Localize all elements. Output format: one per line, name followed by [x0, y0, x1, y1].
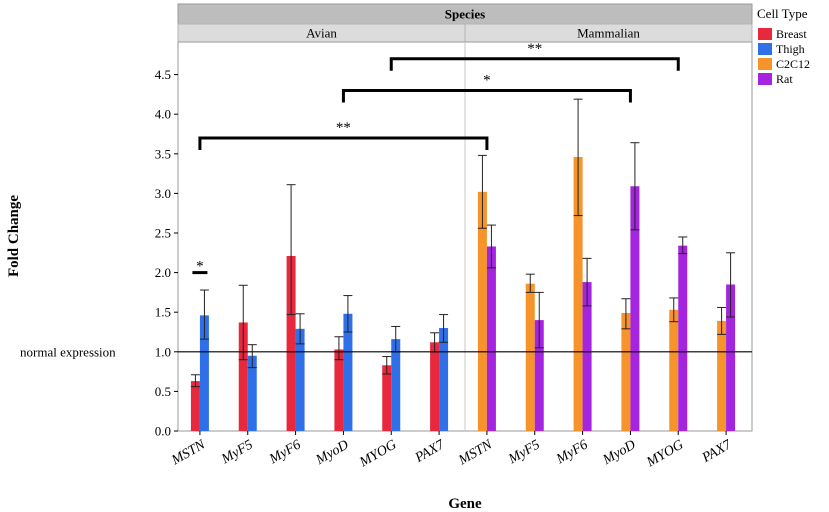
avian-strip-label: Avian: [306, 26, 337, 41]
mammalian-strip-label: Mammalian: [577, 26, 640, 41]
bar-mammalian-mstn-rat: [486, 246, 496, 431]
y-axis-title: Fold Change: [6, 195, 22, 277]
legend-label-rat: Rat: [776, 72, 793, 86]
legend-label-thigh: Thigh: [776, 42, 805, 56]
y-axis: 0.0 0.5 1.0 1.5 2.0 2.5 3.0 3.5 4.0 4.5: [155, 67, 178, 439]
gene-label-avian-myod: MyoD: [313, 437, 352, 468]
bars-layer: [190, 98, 736, 431]
y-tick-label-0: 0.0: [155, 424, 171, 439]
legend-swatch-rat: [758, 73, 772, 85]
gene-label-avian-myf6: MyF6: [266, 437, 303, 467]
significance-label-1: **: [336, 120, 351, 136]
gene-label-avian-myf5: MyF5: [218, 437, 255, 467]
bar-avian-mstn-breast: [190, 381, 200, 431]
reference-line-layer: normal expression: [20, 344, 752, 359]
y-tick-label-7: 3.5: [155, 146, 171, 161]
bar-avian-myf5-breast: [238, 322, 248, 431]
bar-mammalian-mstn-c2c12: [477, 191, 487, 431]
normal-expression-label: normal expression: [20, 344, 116, 359]
legend-swatch-thigh: [758, 43, 772, 55]
y-tick-label-5: 2.5: [155, 226, 171, 241]
significance-bracket-2: [341, 88, 632, 103]
bar-avian-pax7-breast: [430, 342, 440, 431]
gene-label-mammalian-pax7: PAX7: [699, 437, 735, 466]
species-strip-label: Species: [445, 7, 485, 22]
gene-label-avian-mstn: MSTN: [169, 437, 209, 469]
x-axis: MSTN MyF5 MyF6 MyoD MYOG PAX7 MSTN MyF5 MyF6 MyoD…: [169, 431, 735, 471]
bar-avian-mstn-thigh: [199, 315, 209, 431]
significance-bracket-3: [389, 57, 680, 71]
bar-avian-myf6-breast: [286, 255, 296, 431]
y-tick-label-6: 3.0: [155, 186, 171, 201]
gene-label-mammalian-myf6: MyF6: [553, 437, 590, 467]
legend-swatch-breast: [758, 28, 772, 40]
gene-label-avian-pax7: PAX7: [412, 437, 448, 466]
y-tick-label-2: 1.0: [155, 344, 171, 359]
significance-layer: ******: [192, 41, 680, 275]
gene-label-avian-myog: MYOG: [357, 437, 400, 470]
bar-avian-myod-breast: [334, 349, 344, 431]
bar-avian-myf6-thigh: [295, 328, 305, 431]
gene-label-mammalian-myod: MyoD: [600, 437, 639, 468]
bar-avian-myog-thigh: [391, 339, 401, 431]
y-tick-label-3: 1.5: [155, 305, 171, 320]
significance-label-3: **: [527, 41, 542, 57]
y-tick-label-8: 4.0: [155, 107, 171, 122]
y-tick-label-1: 0.5: [155, 384, 171, 399]
bar-mammalian-myog-rat: [678, 245, 688, 431]
significance-bracket-1: [198, 136, 489, 150]
bar-mammalian-myod-c2c12: [621, 312, 631, 431]
y-tick-label-9: 4.5: [155, 67, 171, 82]
gene-label-mammalian-mstn: MSTN: [456, 437, 496, 469]
bar-avian-myf5-thigh: [247, 355, 257, 431]
legend-label-c2c12: C2C12: [776, 57, 810, 71]
bar-mammalian-pax7-rat: [726, 284, 736, 431]
bar-mammalian-myod-rat: [630, 186, 640, 431]
x-axis-title: Gene: [448, 496, 482, 512]
bar-mammalian-pax7-c2c12: [717, 320, 727, 431]
gene-label-mammalian-myf5: MyF5: [505, 437, 542, 467]
gene-label-mammalian-myog: MYOG: [644, 437, 687, 470]
significance-label-0: *: [196, 259, 204, 275]
bar-mammalian-myf5-rat: [534, 320, 544, 431]
bar-avian-myod-thigh: [343, 313, 353, 431]
bar-avian-myog-breast: [382, 365, 392, 431]
legend-swatch-c2c12: [758, 58, 772, 70]
significance-label-2: *: [483, 72, 491, 88]
bar-mammalian-myog-c2c12: [669, 309, 679, 431]
bar-mammalian-myf6-rat: [582, 282, 592, 431]
bar-mammalian-myf6-c2c12: [573, 156, 583, 431]
legend-title: Cell Type: [757, 6, 808, 21]
legend-label-breast: Breast: [776, 27, 807, 41]
bar-mammalian-myf5-c2c12: [525, 283, 535, 431]
bar-avian-pax7-thigh: [439, 328, 449, 431]
y-tick-label-4: 2.0: [155, 265, 171, 280]
